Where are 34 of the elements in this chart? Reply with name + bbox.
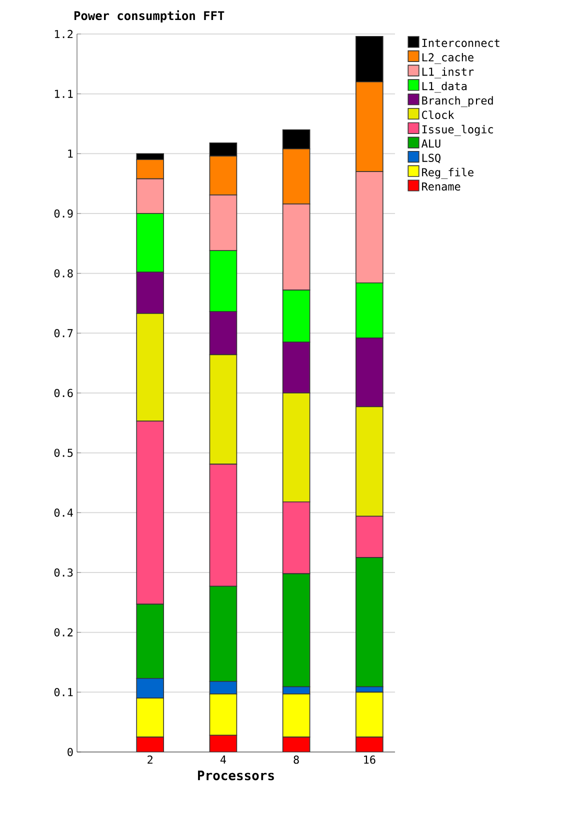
legend-label: Clock <box>422 110 454 120</box>
y-tick-label: 1.1 <box>55 90 73 98</box>
legend-label: Branch_pred <box>422 96 493 108</box>
legend-label: L1_data <box>422 82 467 93</box>
legend-label: Issue_logic <box>422 124 493 136</box>
y-tick-label: 0.3 <box>54 568 73 577</box>
bar <box>209 734 238 752</box>
legend-label: Reg_file <box>422 168 474 179</box>
legend-label: ALU <box>422 140 440 148</box>
legend-label: LSQ <box>422 154 440 164</box>
y-tick-label: 0.2 <box>54 628 73 636</box>
y-tick-label: 0 <box>68 748 73 756</box>
x-axis-title: Processors <box>198 770 274 780</box>
bar <box>136 736 164 752</box>
y-tick-label: 1.2 <box>55 30 73 38</box>
y-tick-label: 0.4 <box>54 508 73 517</box>
x-tick-label: 8 <box>294 756 299 764</box>
y-tick-label: 0.9 <box>54 209 73 218</box>
y-tick-label: 0.1 <box>54 688 73 696</box>
legend-label: Rename <box>422 182 460 191</box>
legend-label: Interconnect <box>422 38 500 48</box>
bar <box>282 736 310 752</box>
x-tick-label: 16 <box>364 756 376 764</box>
x-tick-label: 4 <box>220 756 226 764</box>
bar <box>356 736 384 752</box>
chart-title: Power consumption FFT <box>74 10 224 22</box>
y-tick-label: 0.5 <box>54 448 73 457</box>
y-tick-label: 1 <box>68 150 73 158</box>
y-tick-label: 0.8 <box>54 269 73 278</box>
y-tick-label: 0.7 <box>54 329 73 338</box>
legend-label: L2_cache <box>422 52 474 64</box>
x-tick-label: 2 <box>148 756 152 764</box>
legend-label: L1_instr <box>422 67 474 78</box>
y-tick-label: 0.6 <box>54 388 73 398</box>
